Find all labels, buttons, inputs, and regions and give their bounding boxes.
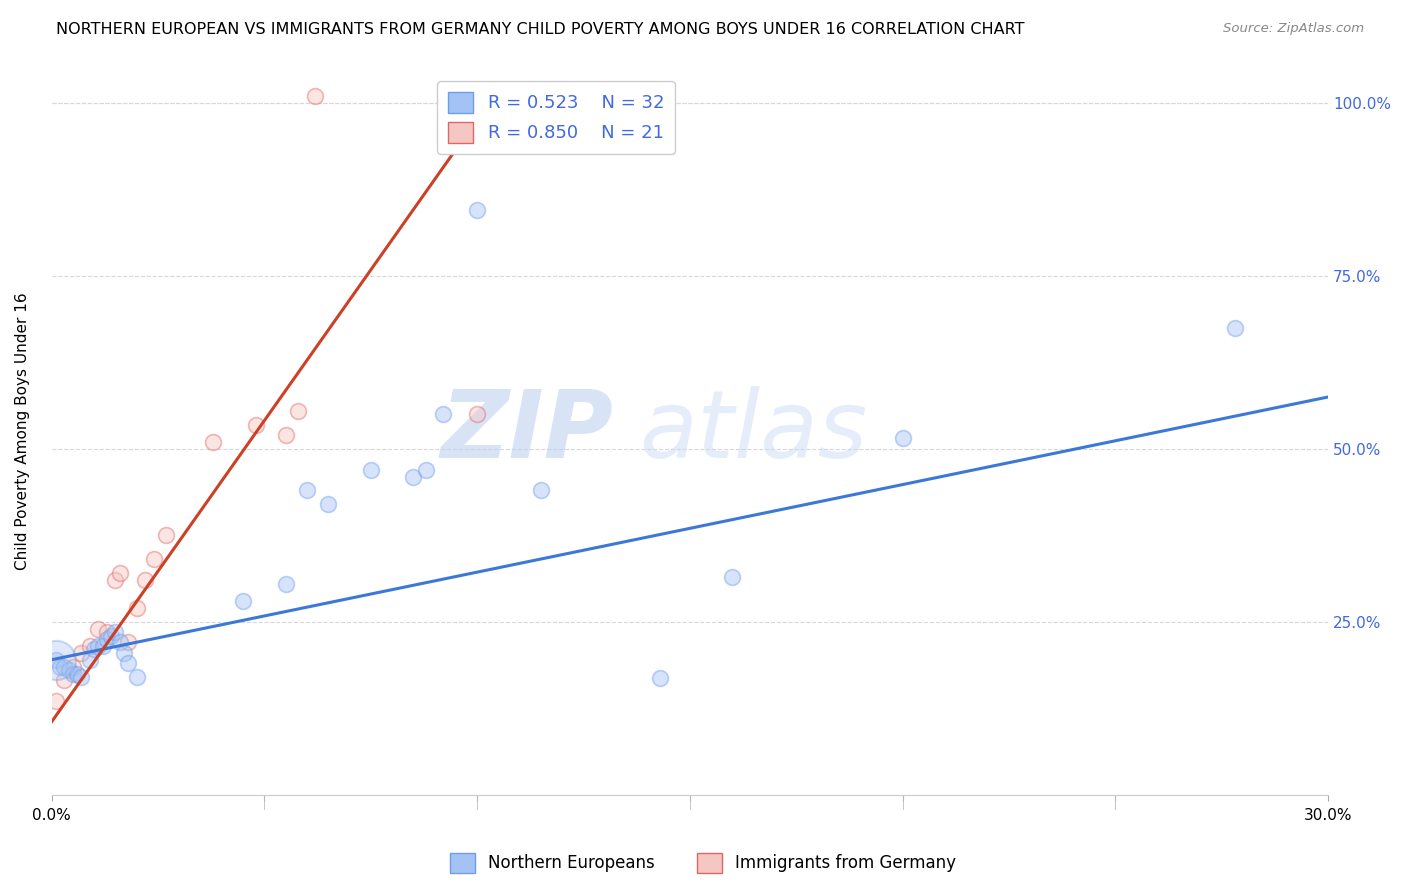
Point (360, 462, 382, 476)
Point (432, 407, 454, 421)
Point (45, 694, 67, 708)
Point (79, 653, 101, 667)
Text: NORTHERN EUROPEAN VS IMMIGRANTS FROM GERMANY CHILD POVERTY AMONG BOYS UNDER 16 C: NORTHERN EUROPEAN VS IMMIGRANTS FROM GER… (56, 22, 1025, 37)
Legend: Northern Europeans, Immigrants from Germany: Northern Europeans, Immigrants from Germ… (443, 847, 963, 880)
Point (62, 659, 84, 673)
Point (70, 646, 93, 660)
Point (465, 203, 488, 218)
Point (53, 673, 76, 688)
Legend: R = 0.523    N = 32, R = 0.850    N = 21: R = 0.523 N = 32, R = 0.850 N = 21 (437, 81, 675, 153)
Point (45, 653, 67, 667)
Text: Source: ZipAtlas.com: Source: ZipAtlas.com (1223, 22, 1364, 36)
Y-axis label: Child Poverty Among Boys Under 16: Child Poverty Among Boys Under 16 (15, 293, 30, 570)
Point (142, 552, 165, 566)
Point (125, 600, 148, 615)
Point (648, 672, 671, 686)
Point (274, 428, 297, 442)
Point (112, 646, 135, 660)
Point (891, 432, 914, 446)
Point (274, 576, 297, 591)
Point (721, 570, 744, 584)
Point (202, 434, 225, 449)
Point (117, 635, 139, 649)
Text: atlas: atlas (638, 386, 868, 477)
Point (295, 483, 318, 498)
Point (402, 469, 425, 483)
Point (415, 462, 437, 476)
Point (465, 407, 488, 421)
Point (87, 639, 110, 653)
Point (70, 670, 93, 684)
Text: ZIP: ZIP (440, 385, 613, 477)
Point (66, 666, 89, 681)
Point (155, 528, 177, 542)
Point (530, 483, 553, 498)
Point (83, 642, 105, 657)
Point (304, 89, 326, 103)
Point (245, 417, 267, 432)
Point (108, 635, 131, 649)
Point (104, 573, 127, 587)
Point (232, 594, 254, 608)
Point (87, 622, 110, 636)
Point (91, 639, 114, 653)
Point (104, 625, 127, 640)
Point (125, 670, 148, 684)
Point (96, 625, 118, 640)
Point (108, 566, 131, 581)
Point (1223, 321, 1246, 335)
Point (316, 497, 339, 511)
Point (45, 653, 67, 667)
Point (62, 666, 84, 681)
Point (49, 659, 72, 673)
Point (134, 573, 156, 587)
Point (58, 663, 80, 677)
Point (96, 632, 118, 646)
Point (444, 89, 467, 103)
Point (117, 657, 139, 671)
Point (287, 404, 309, 418)
Point (79, 639, 101, 653)
Point (100, 628, 122, 642)
Point (53, 659, 76, 673)
